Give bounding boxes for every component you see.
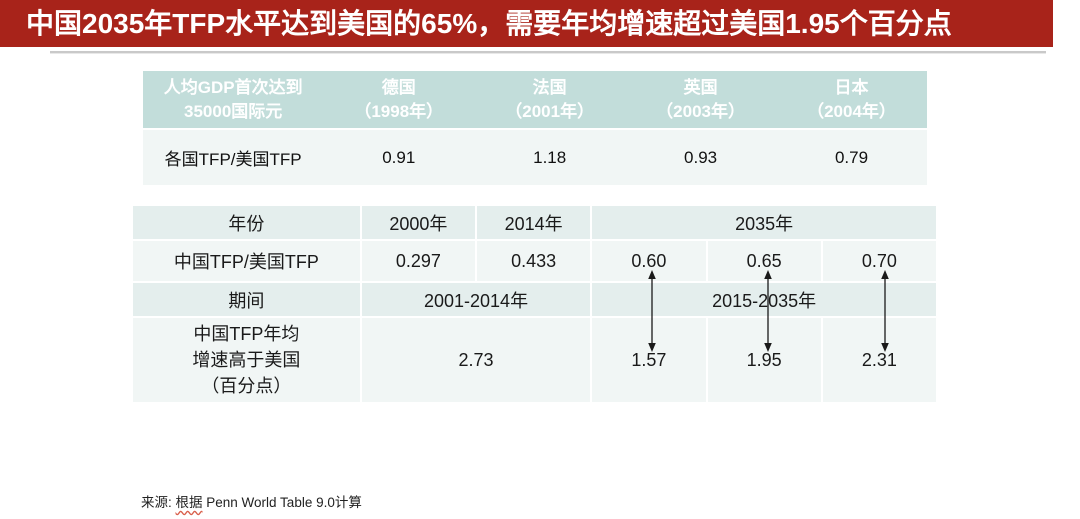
table1-corner-header: 人均GDP首次达到 35000国际元 <box>143 71 324 128</box>
china-tfp-table: 年份 2000年 2014年 2035年 中国TFP/美国TFP 0.297 0… <box>131 204 938 404</box>
divider-line <box>50 51 1046 54</box>
table2-period-row: 期间 2001-2014年 2015-2035年 <box>133 283 936 316</box>
year-2035: 2035年 <box>592 206 936 239</box>
tfp-2000: 0.297 <box>361 241 476 281</box>
growth-2015-2035-high: 2.31 <box>822 318 936 402</box>
table2-growth-row: 中国TFP年均 增速高于美国 （百分点） 2.73 1.57 1.95 2.31 <box>133 318 936 402</box>
page-title: 中国2035年TFP水平达到美国的65%，需要年均增速超过美国1.95个百分点 <box>26 7 952 39</box>
international-tfp-table: 人均GDP首次达到 35000国际元 德国 （1998年） 法国 （2001年）… <box>143 69 927 187</box>
table2-tfp-row: 中国TFP/美国TFP 0.297 0.433 0.60 0.65 0.70 <box>133 241 936 281</box>
year-row-label: 年份 <box>133 206 360 239</box>
tfp-2014: 0.433 <box>477 241 591 281</box>
tfp-2035-mid: 0.65 <box>707 241 821 281</box>
table1-header-japan: 日本 （2004年） <box>776 71 927 128</box>
year-2000: 2000年 <box>361 206 476 239</box>
growth-2001-2014: 2.73 <box>361 318 591 402</box>
table1-data-row: 各国TFP/美国TFP 0.91 1.18 0.93 0.79 <box>143 130 927 185</box>
tfp-2035-high: 0.70 <box>822 241 936 281</box>
table1-row-label: 各国TFP/美国TFP <box>143 130 324 185</box>
table2-year-row: 年份 2000年 2014年 2035年 <box>133 206 936 239</box>
table1-header-germany: 德国 （1998年） <box>323 71 475 128</box>
double-arrow-icon-070-231 <box>881 270 889 352</box>
growth-2015-2035-mid: 1.95 <box>707 318 821 402</box>
table1-value-japan: 0.79 <box>776 130 927 185</box>
growth-row-label: 中国TFP年均 增速高于美国 （百分点） <box>133 318 360 402</box>
double-arrow-icon-065-195 <box>764 270 772 352</box>
source-spellcheck-word: 根据 <box>175 495 203 510</box>
table1-header-row: 人均GDP首次达到 35000国际元 德国 （1998年） 法国 （2001年）… <box>143 71 927 128</box>
tfp-row-label: 中国TFP/美国TFP <box>133 241 360 281</box>
year-2014: 2014年 <box>477 206 591 239</box>
table1-header-uk: 英国 （2003年） <box>625 71 777 128</box>
table1-value-france: 1.18 <box>474 130 626 185</box>
period-2015-2035: 2015-2035年 <box>592 283 936 316</box>
source-note: 来源: 根据 Penn World Table 9.0计算 <box>141 491 362 511</box>
title-banner: 中国2035年TFP水平达到美国的65%，需要年均增速超过美国1.95个百分点 <box>0 0 1053 47</box>
table1-value-uk: 0.93 <box>625 130 777 185</box>
growth-2015-2035-low: 1.57 <box>592 318 706 402</box>
table1-header-france: 法国 （2001年） <box>474 71 626 128</box>
double-arrow-icon-060-157 <box>648 270 656 352</box>
table1-value-germany: 0.91 <box>323 130 475 185</box>
period-2001-2014: 2001-2014年 <box>361 283 591 316</box>
source-text: Penn World Table 9.0计算 <box>202 495 362 510</box>
source-prefix: 来源: <box>141 495 176 510</box>
period-row-label: 期间 <box>133 283 360 316</box>
tfp-2035-low: 0.60 <box>592 241 706 281</box>
